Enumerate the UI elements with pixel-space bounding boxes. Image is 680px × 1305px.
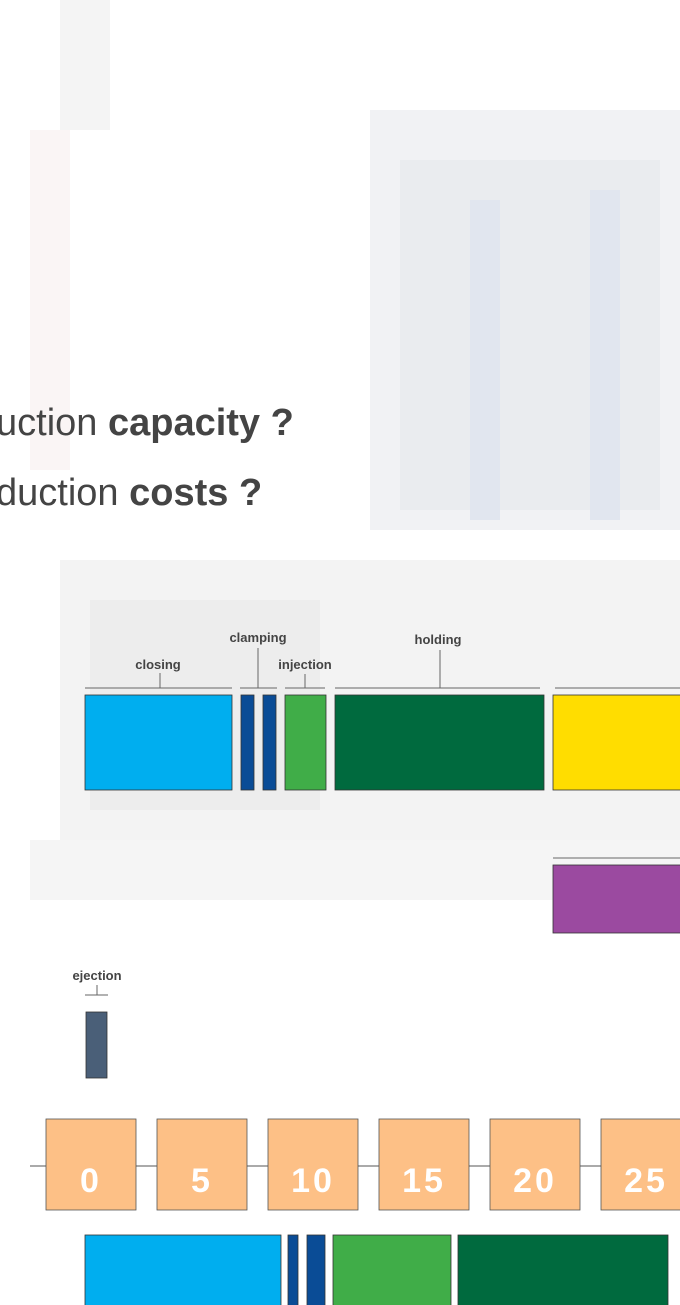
ejection-bar	[86, 1012, 107, 1078]
phase-label: injection	[278, 657, 332, 672]
phase-label: clamping	[229, 630, 286, 645]
timeline-label: 20	[513, 1162, 557, 1200]
headline-text: uction	[0, 402, 97, 444]
headline-mark: ?	[271, 402, 294, 444]
timeline-label: 15	[402, 1162, 446, 1200]
headline-text: duction	[0, 472, 119, 514]
timeline-label: 5	[191, 1162, 213, 1200]
bottom-bars	[85, 1235, 668, 1305]
headline-line2: duction costs ?	[0, 472, 262, 514]
headline-bold: capacity	[108, 402, 260, 444]
timeline-label: 0	[80, 1162, 102, 1200]
phase-label: ejection	[72, 968, 121, 983]
timeline: 0 5 10 15 20 25	[46, 1119, 680, 1210]
headline-mark: ?	[239, 472, 262, 514]
headline-bold: costs	[129, 472, 228, 514]
phase-label: holding	[415, 632, 462, 647]
phase-label: closing	[135, 657, 181, 672]
page: uction capacity ? duction costs ? clampi…	[0, 0, 680, 1305]
timeline-label: 10	[291, 1162, 335, 1200]
timeline-label: 25	[624, 1162, 668, 1200]
headline-line1: uction capacity ?	[0, 402, 294, 444]
